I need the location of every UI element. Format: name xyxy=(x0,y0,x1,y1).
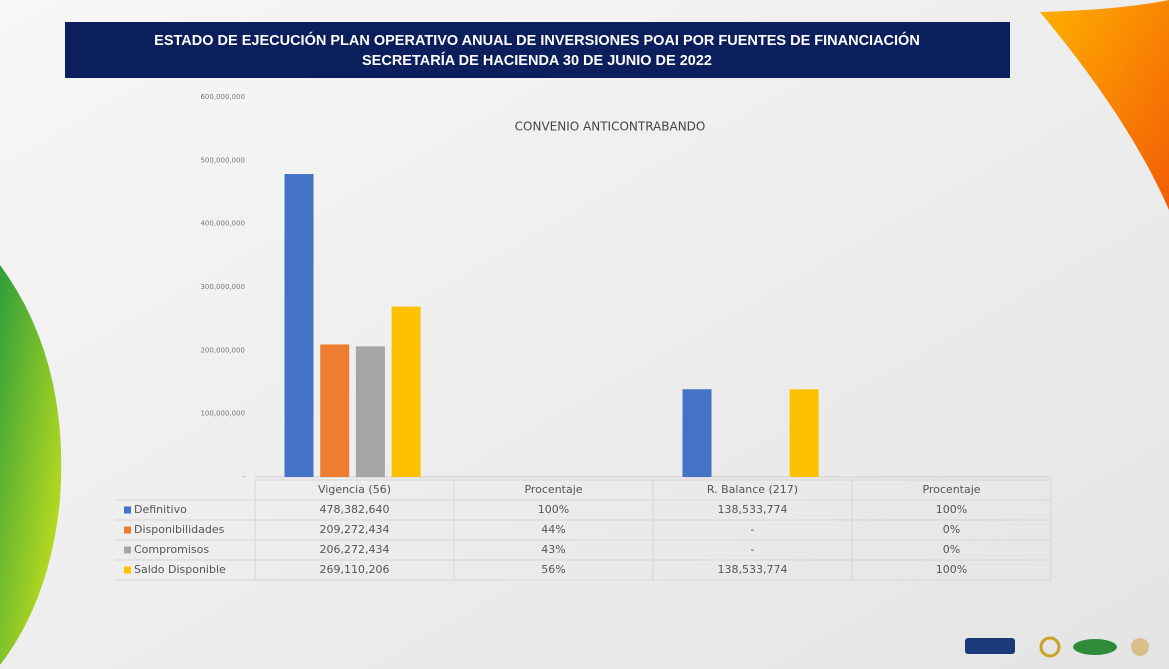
x-tick-label: Vigencia (56) xyxy=(318,483,391,496)
bar xyxy=(284,174,314,477)
y-tick-label: 300,000,000 xyxy=(200,283,245,291)
x-tick-label: R. Balance (217) xyxy=(707,483,798,496)
bar xyxy=(789,389,819,477)
legend-label: Disponibilidades xyxy=(134,523,225,536)
bar xyxy=(391,306,421,477)
table-value: 100% xyxy=(936,563,967,576)
table-value: 0% xyxy=(943,523,960,536)
table-value: 0% xyxy=(943,543,960,556)
table-value: 100% xyxy=(936,503,967,516)
bar xyxy=(682,389,712,477)
table-value: 478,382,640 xyxy=(320,503,390,516)
chart-title: CONVENIO ANTICONTRABANDO xyxy=(515,120,706,134)
bar xyxy=(355,346,385,477)
y-tick-label: 200,000,000 xyxy=(200,346,245,354)
logo xyxy=(965,638,1015,654)
legend-swatch xyxy=(124,526,131,534)
logo xyxy=(1073,639,1117,655)
legend-label: Saldo Disponible xyxy=(134,563,226,576)
table-value: 269,110,206 xyxy=(320,563,390,576)
legend-swatch xyxy=(124,506,131,514)
table-value: 43% xyxy=(541,543,565,556)
table-value: 44% xyxy=(541,523,565,536)
logo xyxy=(1131,638,1149,656)
y-tick-label: - xyxy=(242,473,245,481)
table-value: 138,533,774 xyxy=(718,563,788,576)
y-tick-label: 600,000,000 xyxy=(200,93,245,101)
table-value: 138,533,774 xyxy=(718,503,788,516)
legend-swatch xyxy=(124,566,131,574)
y-tick-label: 400,000,000 xyxy=(200,220,245,228)
x-tick-label: Procentaje xyxy=(524,483,582,496)
table-value: 100% xyxy=(538,503,569,516)
decor-orange xyxy=(1040,0,1169,210)
legend-label: Compromisos xyxy=(134,543,209,556)
table-value: - xyxy=(751,523,755,536)
table-value: 209,272,434 xyxy=(320,523,390,536)
header-banner xyxy=(65,22,1010,78)
y-tick-label: 100,000,000 xyxy=(200,410,245,418)
bar xyxy=(320,344,350,477)
legend-swatch xyxy=(124,546,131,554)
table-value: 206,272,434 xyxy=(320,543,390,556)
y-tick-label: 500,000,000 xyxy=(200,156,245,164)
x-tick-label: Procentaje xyxy=(922,483,980,496)
logo xyxy=(1039,636,1061,658)
legend-label: Definitivo xyxy=(134,503,187,516)
header-line: ESTADO DE EJECUCIÓN PLAN OPERATIVO ANUAL… xyxy=(154,31,920,49)
decor-green xyxy=(0,265,62,665)
header-line: SECRETARÍA DE HACIENDA 30 DE JUNIO DE 20… xyxy=(362,52,712,69)
logos xyxy=(965,636,1149,658)
table-value: - xyxy=(751,543,755,556)
table-value: 56% xyxy=(541,563,565,576)
